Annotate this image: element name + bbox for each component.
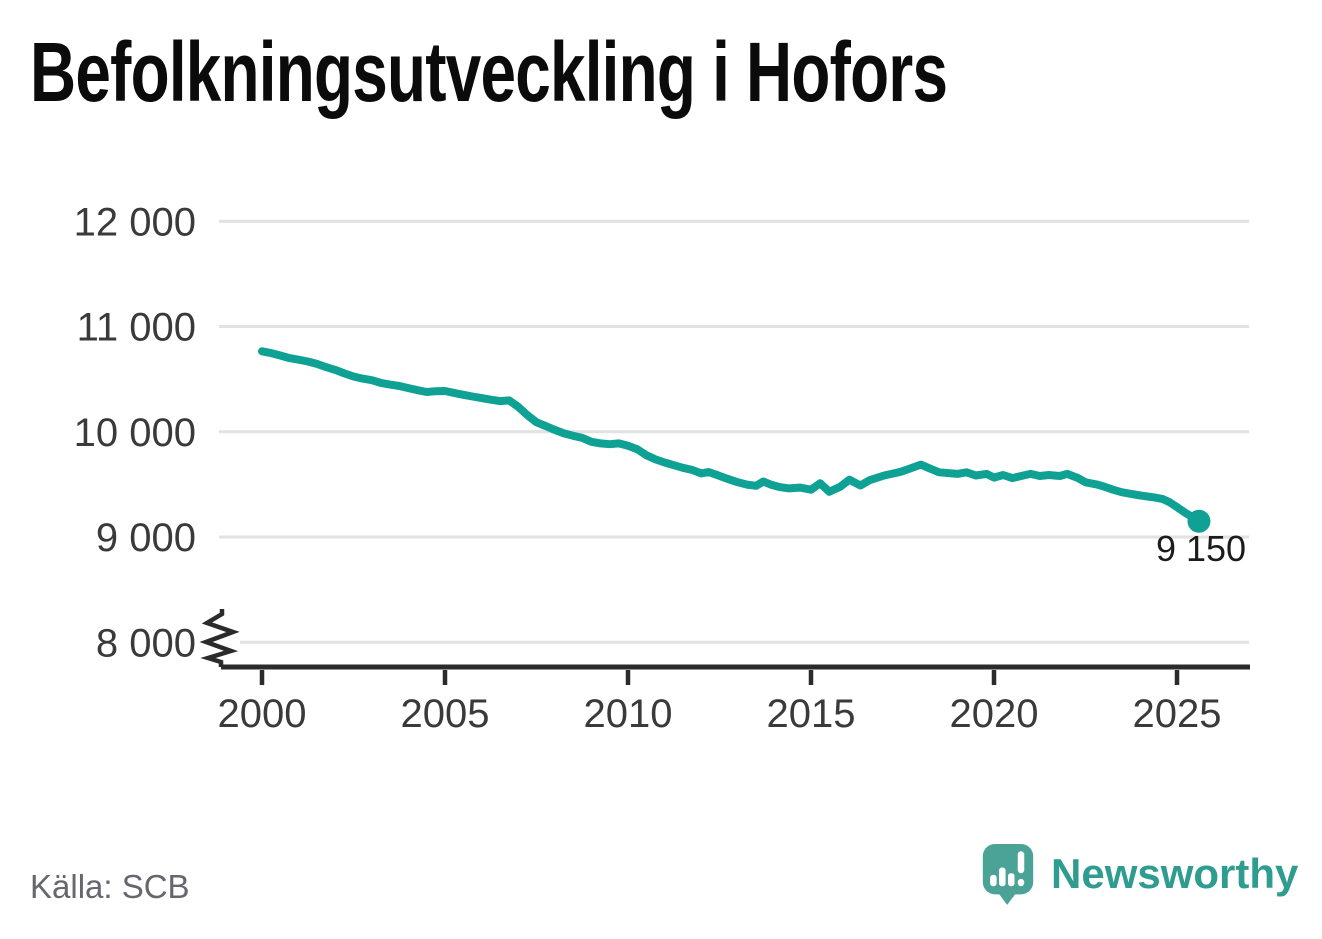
population-line [258, 347, 1203, 526]
end-point-marker [1187, 509, 1211, 533]
y-tick-label: 12 000 [74, 200, 196, 244]
x-tick-label: 2025 [1133, 692, 1222, 736]
y-tick-label: 10 000 [74, 411, 196, 455]
x-tick-label: 2020 [950, 692, 1039, 736]
end-value-label: 9 150 [1156, 528, 1246, 569]
axis-break-icon [199, 609, 240, 667]
y-tick-label: 9 000 [96, 516, 196, 560]
newsworthy-logo-icon [982, 843, 1034, 905]
bar-icon [990, 874, 997, 887]
y-tick-label: 8 000 [96, 621, 196, 665]
y-tick-label: 11 000 [77, 306, 196, 350]
newsworthy-logo: Newsworthy [982, 843, 1298, 905]
x-tick-label: 2005 [401, 692, 490, 736]
exclamation-dot-icon [1017, 878, 1025, 887]
page-title-wrap: Befolkningsutveckling i Hofors [30, 30, 1237, 114]
x-tick-label: 2010 [584, 692, 673, 736]
page-title: Befolkningsutveckling i Hofors [30, 25, 948, 119]
bar-icon [1008, 873, 1015, 887]
exclamation-icon [1017, 851, 1025, 874]
x-tick-label: 2015 [767, 692, 856, 736]
bar-icon [999, 867, 1006, 887]
source-label: Källa: SCB [30, 868, 190, 905]
x-tick-label: 2000 [218, 692, 307, 736]
newsworthy-logo-text: Newsworthy [1051, 850, 1299, 897]
